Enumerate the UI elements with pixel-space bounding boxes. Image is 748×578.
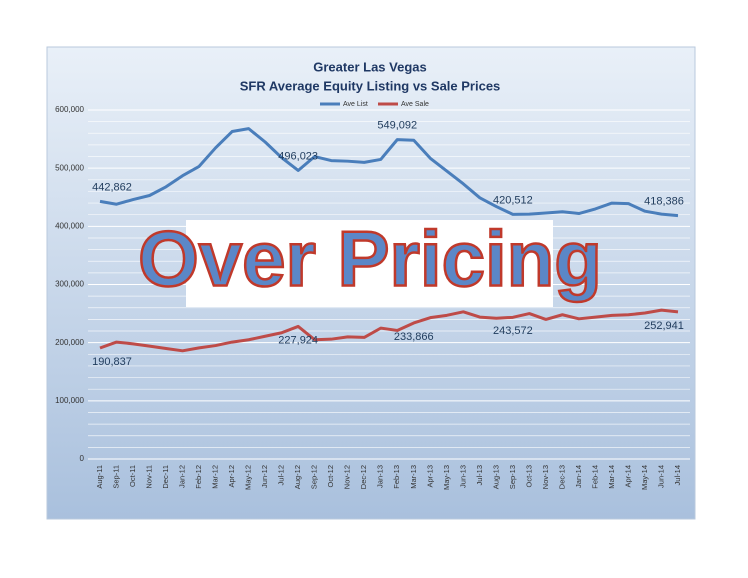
x-tick-label: Apr-14 xyxy=(623,465,632,488)
value-label: 418,386 xyxy=(644,196,684,208)
value-label: 442,862 xyxy=(92,181,132,193)
x-tick-label: Apr-13 xyxy=(425,465,434,488)
x-tick-label: Dec-11 xyxy=(161,465,170,489)
annotation: Over Pricing xyxy=(138,215,602,303)
x-tick-label: Oct-11 xyxy=(128,465,137,487)
value-label: 190,837 xyxy=(92,356,132,368)
x-tick-label: Jun-12 xyxy=(260,465,269,488)
x-tick-label: Jul-13 xyxy=(475,465,484,485)
y-tick-label: 100,000 xyxy=(55,396,84,405)
y-tick-label: 200,000 xyxy=(55,338,84,347)
y-tick-label: 0 xyxy=(80,454,85,463)
x-tick-label: Dec-13 xyxy=(557,465,566,489)
x-tick-label: Jan-12 xyxy=(178,465,187,488)
y-tick-label: 500,000 xyxy=(55,163,84,172)
value-label: 227,924 xyxy=(278,334,318,346)
value-label: 549,092 xyxy=(377,120,417,132)
x-tick-label: Jun-14 xyxy=(656,465,665,488)
x-tick-label: Mar-13 xyxy=(409,465,418,489)
x-tick-label: Feb-12 xyxy=(194,465,203,489)
x-tick-label: Jul-14 xyxy=(673,465,682,485)
x-tick-label: Aug-13 xyxy=(491,465,500,489)
x-tick-label: May-14 xyxy=(640,465,649,490)
series-line xyxy=(99,308,679,353)
x-tick-label: May-12 xyxy=(244,465,253,490)
annotation-box xyxy=(186,220,553,307)
chart-title: Greater Las Vegas xyxy=(313,59,426,74)
value-label: 243,572 xyxy=(493,325,533,337)
value-label: 252,941 xyxy=(644,320,684,332)
x-tick-label: Mar-14 xyxy=(607,465,616,489)
value-label: 420,512 xyxy=(493,194,533,206)
series-line xyxy=(99,127,679,218)
value-label: 233,866 xyxy=(394,331,434,343)
legend-label: Ave List xyxy=(343,101,368,108)
x-tick-label: Jan-14 xyxy=(574,465,583,488)
x-tick-label: Oct-12 xyxy=(326,465,335,488)
x-tick-label: Apr-12 xyxy=(227,465,236,488)
x-tick-label: Nov-13 xyxy=(541,465,550,489)
x-tick-label: Sep-11 xyxy=(111,465,120,489)
x-tick-label: Mar-12 xyxy=(211,465,220,489)
value-label: 496,023 xyxy=(278,150,318,162)
x-tick-label: Feb-14 xyxy=(590,465,599,489)
x-tick-label: Aug-11 xyxy=(95,465,104,489)
x-tick-label: Feb-13 xyxy=(392,465,401,489)
y-tick-label: 400,000 xyxy=(55,221,84,230)
x-tick-label: Jun-13 xyxy=(458,465,467,488)
y-tick-label: 300,000 xyxy=(55,280,84,289)
x-tick-label: Nov-11 xyxy=(145,465,154,489)
chart-subtitle: SFR Average Equity Listing vs Sale Price… xyxy=(240,78,501,93)
x-tick-label: Jul-12 xyxy=(277,465,286,485)
x-tick-label: Nov-12 xyxy=(343,465,352,489)
x-tick-label: Oct-13 xyxy=(524,465,533,488)
x-tick-label: Aug-12 xyxy=(293,465,302,489)
x-tick-label: Jan-13 xyxy=(376,465,385,488)
x-tick-label: Sep-13 xyxy=(508,465,517,489)
legend-label: Ave Sale xyxy=(401,101,429,108)
x-tick-label: Dec-12 xyxy=(359,465,368,489)
y-tick-label: 600,000 xyxy=(55,105,84,114)
x-tick-label: May-13 xyxy=(442,465,451,490)
x-tick-label: Sep-12 xyxy=(310,465,319,489)
